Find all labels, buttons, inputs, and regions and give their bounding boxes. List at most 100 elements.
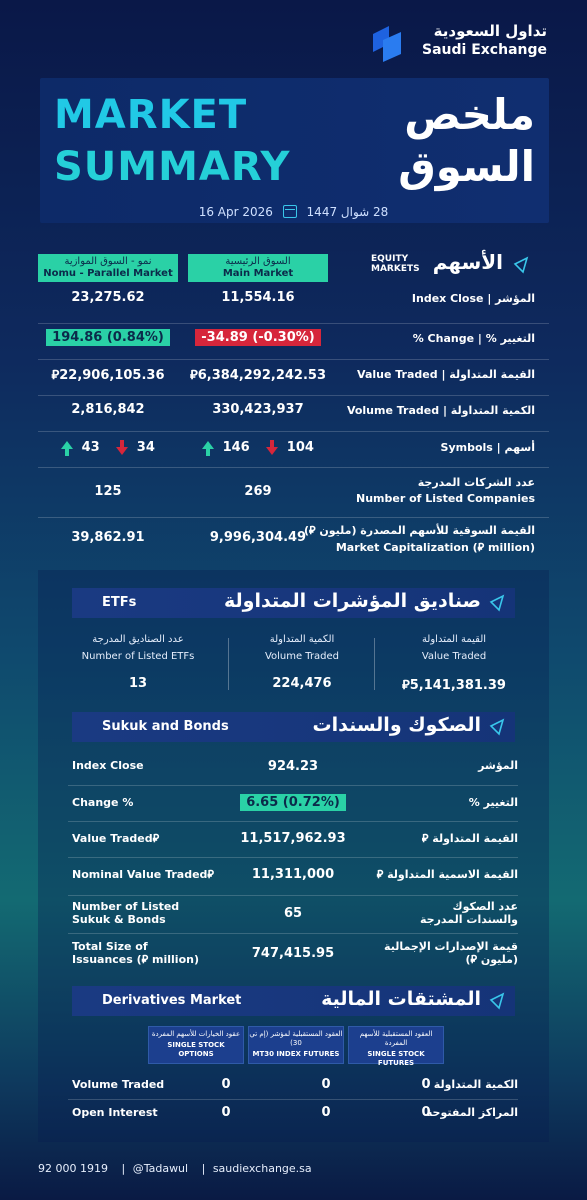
etf-col-value: 13 xyxy=(128,676,148,691)
footer-divider: | xyxy=(201,1162,206,1175)
etf-value-col: القيمة المتداولة Value Traded ⃁5,141,381… xyxy=(384,634,524,693)
sukuk-label-en: Index Close xyxy=(72,759,144,772)
sukuk-label-en: Value Traded⃁ xyxy=(72,832,160,845)
nomu-index-close: 23,275.62 xyxy=(71,290,145,305)
nomu-listed-companies: 125 xyxy=(94,484,122,499)
chip-en: SINGLE STOCK FUTURES xyxy=(367,1050,425,1067)
etf-col-value: ⃁5,141,381.39 xyxy=(402,678,506,693)
table-row: Change % 6.65 (0.72%) التغيير % xyxy=(68,786,518,822)
nomu-change: 194.86 (0.84%) xyxy=(46,329,170,346)
chip-ar: العقود المستقبلية للأسهم المفردة xyxy=(359,1030,433,1047)
deriv-value: 0 xyxy=(221,1077,231,1092)
main-up-count: 146 xyxy=(222,440,250,455)
arrow-down-icon xyxy=(116,440,129,455)
sukuk-head-ar: الصكوك والسندات xyxy=(312,714,482,736)
main-change: -34.89 (-0.30%) xyxy=(195,329,321,346)
divider xyxy=(374,638,375,690)
footer: 92 000 1919 | @Tadawul | saudiexchange.s… xyxy=(38,1162,318,1175)
row-label: القيمة المتداولة | Value Traded xyxy=(357,368,535,381)
row-label: أسهم | Symbols xyxy=(440,441,535,454)
table-row: 2,816,842 330,423,937 الكمية المتداولة |… xyxy=(38,396,549,432)
etf-col-en: Number of Listed ETFs xyxy=(81,651,195,662)
derivatives-head-ar: المشتقات المالية xyxy=(321,988,481,1010)
sukuk-index-close: 924.23 xyxy=(267,759,319,774)
date-hijri: 28 شوال 1447 xyxy=(306,204,389,219)
table-row: Open Interest 0 0 0 المراكز المفتوحة xyxy=(68,1100,518,1128)
row-label: الكمية المتداولة | Volume Traded xyxy=(346,404,535,417)
derivatives-head-en: Derivatives Market xyxy=(102,993,242,1008)
lower-panel: ETFs صناديق المؤشرات المتداولة عدد الصنا… xyxy=(38,570,549,1142)
sukuk-label-ar: القيمة المتداولة ⃁ xyxy=(421,832,518,845)
sukuk-label-ar: التغيير % xyxy=(468,796,518,809)
footer-divider: | xyxy=(121,1162,126,1175)
flag-icon xyxy=(489,992,505,1010)
footer-phone[interactable]: 92 000 1919 xyxy=(38,1162,108,1175)
logo-arabic: تداول السعودية xyxy=(433,22,547,40)
logo-english: Saudi Exchange xyxy=(422,42,547,58)
etf-listed-col: عدد الصناديق المدرجة Number of Listed ET… xyxy=(68,634,208,691)
deriv-label-ar: المراكز المفتوحة xyxy=(425,1106,518,1119)
deriv-label-en: Open Interest xyxy=(72,1106,158,1119)
deriv-label-ar: الكمية المتداولة xyxy=(433,1078,518,1091)
sukuk-label-ar: المؤشر xyxy=(478,759,518,772)
table-row: Nominal Value Traded⃁ 11,311,000 القيمة … xyxy=(68,858,518,896)
etf-col-ar: القيمة المتداولة xyxy=(421,634,487,645)
footer-site-link[interactable]: saudiexchange.sa xyxy=(212,1162,312,1175)
table-row: Value Traded⃁ 11,517,962.93 القيمة المتد… xyxy=(68,822,518,858)
arrow-up-icon xyxy=(202,441,215,456)
sukuk-total-size: 747,415.95 xyxy=(251,946,335,961)
nomu-column-head: نمو - السوق الموازية Nomu - Parallel Mar… xyxy=(38,254,178,282)
logo-mark-icon xyxy=(373,26,401,62)
row-label-en: Number of Listed Companies xyxy=(355,492,535,505)
sukuk-nominal-value: 11,311,000 xyxy=(251,867,335,882)
sukuk-label-ar: القيمة الاسمية المتداولة ⃁ xyxy=(376,868,518,881)
sukuk-label-en: Change % xyxy=(72,796,134,809)
flag-icon xyxy=(489,594,505,612)
row-label-ar: عدد الشركات المدرجة xyxy=(417,476,535,489)
sukuk-label-ar: عدد الصكوك والسندات المدرجة xyxy=(420,900,518,926)
etf-col-ar: الكمية المتداولة xyxy=(269,634,335,645)
sukuk-value-traded: 11,517,962.93 xyxy=(240,831,346,846)
nomu-down-count: 34 xyxy=(136,440,155,455)
table-row: ⃁22,906,105.36 ⃁6,384,292,242.53 القيمة … xyxy=(38,360,549,396)
main-market-cap: 9,996,304.49 xyxy=(209,530,307,545)
nomu-value-traded: ⃁22,906,105.36 xyxy=(51,368,165,383)
sukuk-band: Sukuk and Bonds الصكوك والسندات xyxy=(72,712,515,742)
table-row: Total Size of Issuances (⃁ million) 747,… xyxy=(68,934,518,976)
date-row: 16 Apr 2026 28 شوال 1447 xyxy=(0,204,587,219)
etf-col-en: Volume Traded xyxy=(264,651,340,662)
main-index-close: 11,554.16 xyxy=(221,290,295,305)
sukuk-label-en: Nominal Value Traded⃁ xyxy=(72,868,214,881)
deriv-value: 0 xyxy=(421,1105,431,1120)
main-symbols: 146 104 xyxy=(188,440,328,456)
row-label: المؤشر | Index Close xyxy=(411,292,535,305)
title-en-line2: SUMMARY xyxy=(54,144,291,190)
nomu-volume: 2,816,842 xyxy=(71,402,145,417)
equity-panel: نمو - السوق الموازية Nomu - Parallel Mar… xyxy=(38,236,549,566)
nomu-symbols: 43 34 xyxy=(38,440,178,456)
deriv-value: 0 xyxy=(421,1077,431,1092)
sukuk-head-en: Sukuk and Bonds xyxy=(102,719,229,734)
sukuk-listed-count: 65 xyxy=(283,906,303,921)
arrow-down-icon xyxy=(266,440,279,455)
derivatives-band: Derivatives Market المشتقات المالية xyxy=(72,986,515,1016)
deriv-label-en: Volume Traded xyxy=(72,1078,165,1091)
chip-single-stock-options: عقود الخيارات للأسهم المفردة SINGLE STOC… xyxy=(148,1026,244,1064)
row-label-en: Market Capitalization (⃁ million) xyxy=(335,541,535,554)
equity-section-head: EQUITY MARKETS الأسهم xyxy=(371,250,531,284)
row-label: القيمة السوقية للأسهم المصدرة (مليون ⃁) … xyxy=(304,524,535,555)
table-row: 125 269 عدد الشركات المدرجة Number of Li… xyxy=(38,468,549,518)
etf-col-en: Value Traded xyxy=(421,651,487,662)
chip-ar: العقود المستقبلية لمؤشر (إم تي 30) xyxy=(249,1030,343,1047)
etf-col-value: 224,476 xyxy=(272,676,332,691)
chip-single-stock-futures: العقود المستقبلية للأسهم المفردة SINGLE … xyxy=(348,1026,444,1067)
title-ar-line1: ملخص xyxy=(404,90,535,139)
arrow-up-icon xyxy=(61,441,74,456)
chip-mt30-index-futures: العقود المستقبلية لمؤشر (إم تي 30) MT30 … xyxy=(248,1026,344,1064)
deriv-value: 0 xyxy=(321,1105,331,1120)
saudi-exchange-logo: تداول السعودية Saudi Exchange xyxy=(347,22,547,68)
footer-handle[interactable]: @Tadawul xyxy=(132,1162,189,1175)
main-volume: 330,423,937 xyxy=(212,402,304,417)
sukuk-label-en: Number of Listed Sukuk & Bonds xyxy=(72,900,180,926)
etfs-head-ar: صناديق المؤشرات المتداولة xyxy=(224,590,481,612)
